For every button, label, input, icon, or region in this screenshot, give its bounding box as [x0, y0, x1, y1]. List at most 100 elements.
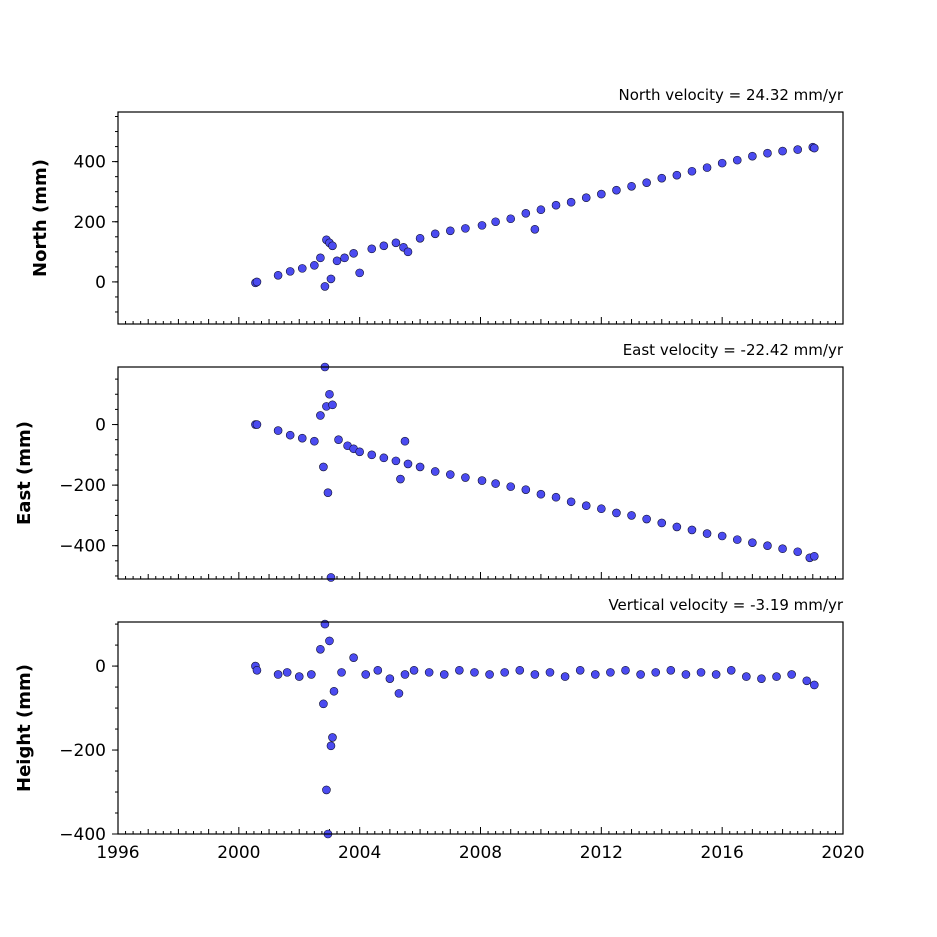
height-ticks — [112, 623, 844, 835]
data-point — [657, 518, 667, 528]
east-ticks — [112, 378, 844, 579]
x-tick-label: 2012 — [580, 843, 623, 863]
data-point — [748, 151, 757, 161]
data-point — [282, 668, 292, 677]
data-point — [742, 672, 751, 681]
y-tick-label: 0 — [95, 273, 106, 293]
data-point — [575, 665, 585, 675]
north-points — [251, 142, 819, 291]
data-point — [521, 209, 531, 218]
data-point — [732, 155, 742, 165]
data-point — [310, 261, 319, 270]
east-title: East velocity = -22.42 mm/yr — [623, 341, 844, 359]
data-point — [379, 453, 389, 463]
data-point — [642, 178, 651, 187]
height-points — [251, 619, 819, 839]
y-tick-label: −400 — [59, 537, 106, 557]
data-point — [506, 214, 516, 224]
data-point — [273, 270, 283, 280]
data-point — [400, 436, 410, 446]
east-tick-labels: −400 −200 0 — [59, 416, 106, 557]
data-point — [627, 181, 636, 191]
north-tick-labels: 0 200 400 — [74, 153, 106, 293]
data-point — [297, 433, 307, 443]
data-point — [545, 668, 555, 677]
height-ylabel: Height (mm) — [14, 664, 35, 792]
data-point — [349, 249, 358, 258]
data-point — [802, 676, 812, 686]
data-point — [627, 511, 636, 520]
data-point — [696, 668, 706, 677]
data-point — [666, 665, 676, 675]
data-point — [672, 522, 682, 532]
data-point — [581, 193, 591, 203]
data-point — [394, 689, 404, 698]
data-point — [612, 185, 621, 195]
data-point — [651, 668, 661, 677]
data-point — [590, 670, 600, 679]
data-point — [687, 166, 697, 176]
x-tick-label: 2020 — [821, 843, 864, 863]
data-point — [326, 274, 336, 284]
data-point — [485, 670, 494, 679]
panel-north: North velocity = 24.32 mm/yr North (mm) … — [30, 86, 844, 325]
data-point — [367, 244, 377, 254]
data-point — [793, 145, 802, 154]
data-point — [612, 508, 621, 518]
data-point — [477, 221, 487, 230]
data-point — [461, 224, 470, 233]
height-title: Vertical velocity = -3.19 mm/yr — [608, 596, 843, 614]
data-point — [717, 158, 727, 168]
data-point — [732, 535, 742, 544]
data-point — [439, 670, 449, 679]
data-point — [717, 531, 727, 541]
x-tick-label: 2000 — [217, 843, 260, 863]
data-point — [477, 476, 487, 485]
x-tick-label: 2016 — [701, 843, 744, 863]
data-point — [385, 674, 395, 683]
data-point — [793, 547, 802, 557]
data-point — [642, 514, 651, 524]
data-point — [521, 485, 531, 494]
data-point — [334, 435, 343, 444]
data-point — [316, 253, 325, 263]
data-point — [491, 217, 500, 227]
data-point — [810, 143, 819, 153]
data-point — [310, 436, 319, 446]
data-point — [328, 241, 337, 251]
y-tick-label: 200 — [74, 213, 106, 233]
north-ylabel: North (mm) — [30, 159, 51, 277]
data-point — [445, 226, 455, 236]
data-point — [329, 686, 339, 696]
data-point — [396, 474, 405, 484]
data-point — [491, 479, 500, 488]
panel-east: East velocity = -22.42 mm/yr East (mm) −… — [14, 341, 844, 582]
north-title: North velocity = 24.32 mm/yr — [619, 86, 844, 104]
data-point — [430, 467, 440, 476]
data-point — [506, 482, 516, 491]
data-point — [379, 241, 389, 251]
data-point — [778, 544, 787, 554]
data-point — [530, 224, 540, 234]
data-point — [285, 430, 295, 440]
data-point — [273, 426, 283, 435]
data-point — [560, 672, 570, 681]
data-point — [319, 462, 328, 472]
data-point — [597, 189, 606, 199]
data-point — [409, 665, 419, 675]
data-point — [403, 459, 413, 469]
data-point — [657, 173, 667, 183]
data-point — [424, 668, 434, 677]
data-point — [316, 411, 325, 420]
data-point — [328, 400, 337, 410]
data-point — [337, 668, 346, 677]
data-point — [757, 674, 766, 683]
data-point — [355, 268, 364, 278]
data-point — [361, 670, 371, 679]
data-point — [636, 670, 645, 679]
data-point — [367, 450, 377, 460]
data-point — [763, 541, 772, 550]
data-point — [323, 488, 333, 497]
y-tick-label: −200 — [59, 741, 106, 761]
data-point — [581, 501, 591, 511]
